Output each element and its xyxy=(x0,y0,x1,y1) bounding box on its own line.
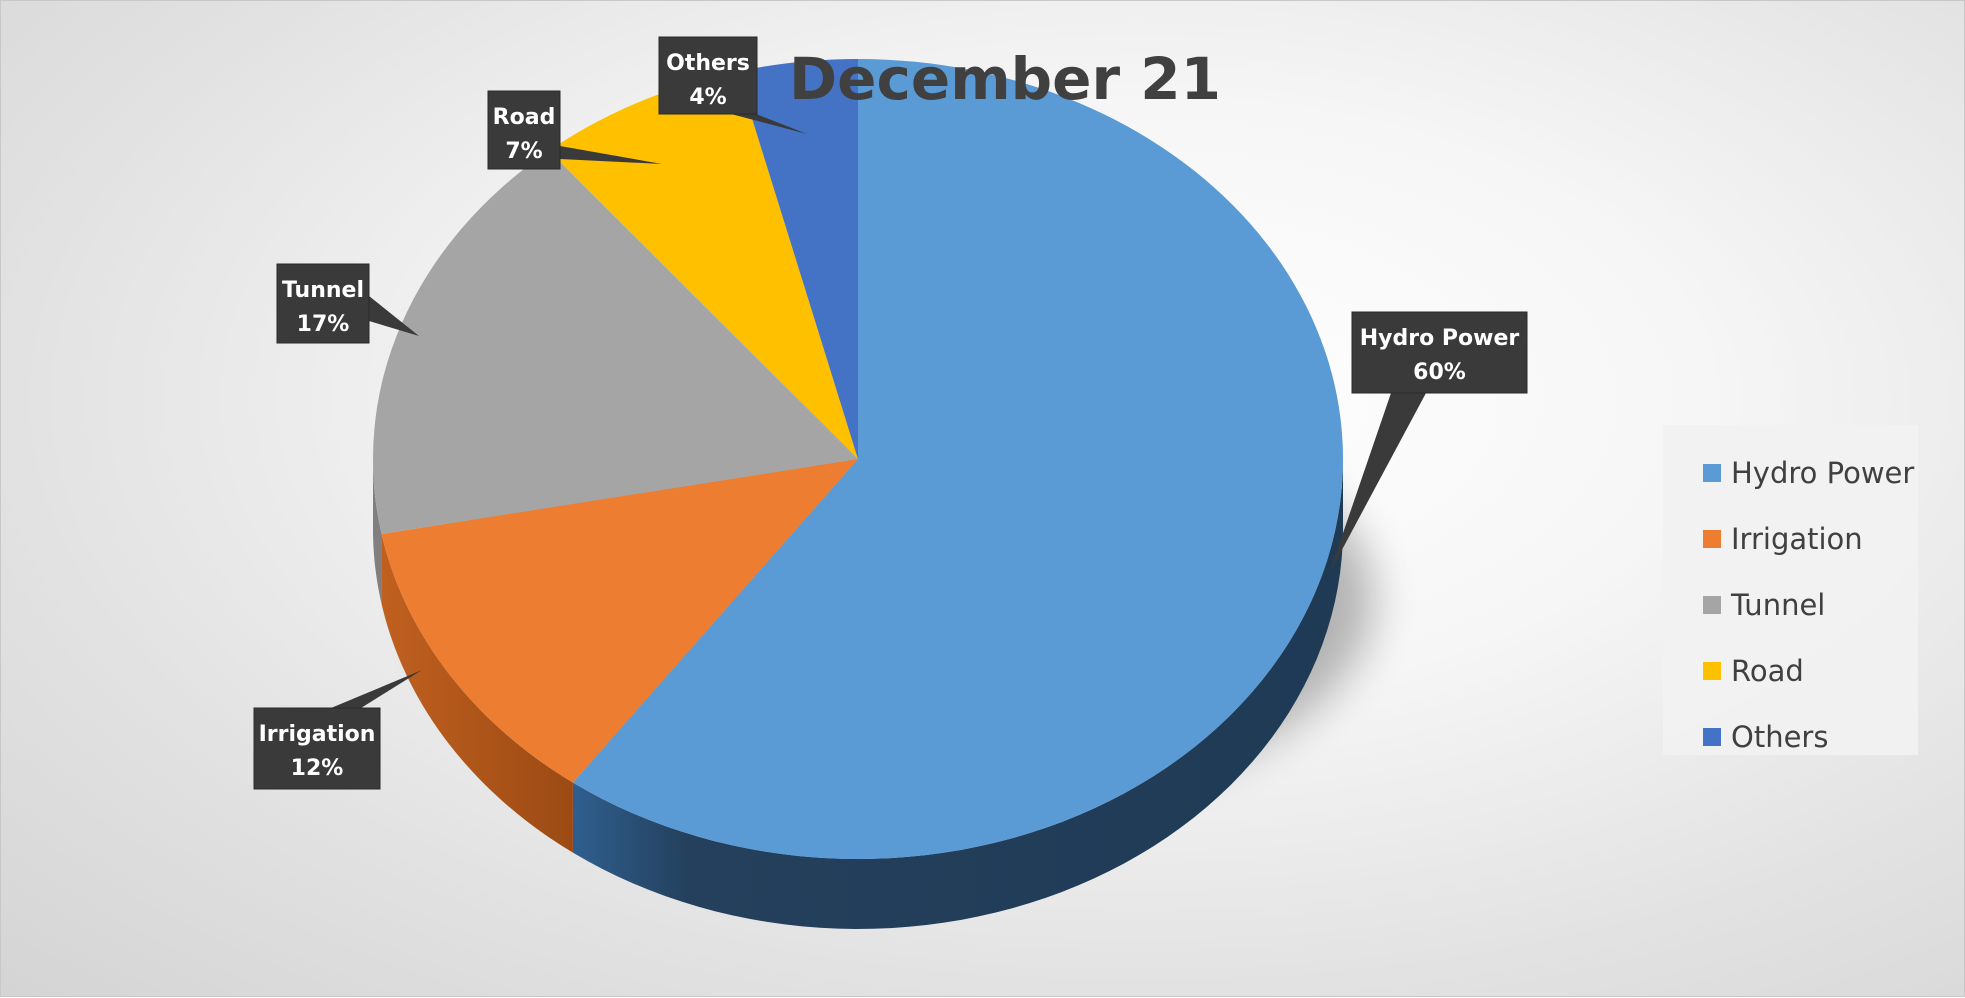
data-label-value: 7% xyxy=(505,139,542,164)
data-label-value: 17% xyxy=(297,312,350,337)
data-label-value: 12% xyxy=(291,756,344,781)
pie-side-irrigation xyxy=(381,533,573,853)
legend-label: Tunnel xyxy=(1731,588,1826,622)
legend-item-tunnel: Tunnel xyxy=(1663,572,1918,638)
legend-swatch xyxy=(1703,728,1721,746)
data-label-category: Tunnel xyxy=(282,278,364,303)
data-label-category: Hydro Power xyxy=(1360,326,1520,351)
legend-swatch xyxy=(1703,596,1721,614)
data-label-category: Others xyxy=(666,51,750,76)
pie-side-hydro-power xyxy=(572,459,1343,929)
legend-label: Irrigation xyxy=(1731,522,1863,556)
legend-label: Road xyxy=(1731,654,1804,688)
data-label-hydro-power: Hydro Power 60% xyxy=(1329,311,1528,574)
pie-slice-irrigation xyxy=(381,459,858,783)
legend-swatch xyxy=(1703,662,1721,680)
legend-label: Others xyxy=(1731,720,1829,754)
pie-slice-hydro-power xyxy=(572,59,1343,859)
data-label-others: Others 4% xyxy=(658,36,807,134)
data-label-value: 4% xyxy=(689,85,726,110)
data-label-value: 60% xyxy=(1413,360,1466,385)
legend-item-others: Others xyxy=(1663,704,1918,770)
pie-side-tunnel xyxy=(373,459,382,604)
legend-swatch xyxy=(1703,530,1721,548)
legend-item-irrigation: Irrigation xyxy=(1663,506,1918,572)
chart-title: December 21 xyxy=(789,45,1221,113)
data-label-irrigation: Irrigation 12% xyxy=(253,670,422,790)
legend-swatch xyxy=(1703,464,1721,482)
data-label-category: Road xyxy=(493,105,556,130)
data-label-road: Road 7% xyxy=(487,90,662,170)
data-label-category: Irrigation xyxy=(259,722,376,747)
legend: Hydro Power Irrigation Tunnel Road Others xyxy=(1663,425,1918,755)
pie-slice-road xyxy=(548,71,858,459)
pie-slice-tunnel xyxy=(372,150,858,534)
data-label-tunnel: Tunnel 17% xyxy=(276,263,419,344)
legend-item-road: Road xyxy=(1663,638,1918,704)
legend-item-hydro-power: Hydro Power xyxy=(1663,440,1918,506)
pie-slice-others xyxy=(737,59,858,459)
legend-label: Hydro Power xyxy=(1731,456,1915,490)
